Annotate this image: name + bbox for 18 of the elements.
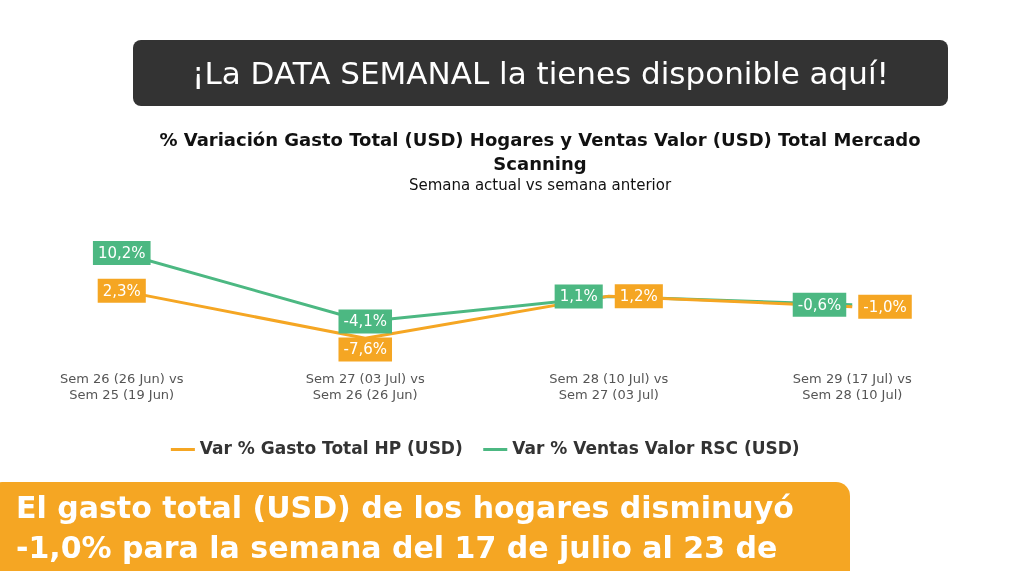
data-label: 1,1%	[559, 287, 598, 306]
data-label: 1,2%	[619, 287, 658, 306]
data-label: -7,6%	[343, 340, 388, 359]
legend-label: Var % Gasto Total HP (USD)	[199, 437, 463, 458]
data-label: -0,6%	[797, 295, 842, 314]
text: El gasto total (USD) de los hogares disminuyó -1,0% para la semana del 17 de julio al 23 de	[0, 482, 850, 571]
x-tick-label: Sem 29 (17 Jul) vs Sem 28 (10 Jul)	[792, 370, 912, 402]
data-label: -4,1%	[343, 312, 388, 331]
data-label: 2,3%	[102, 281, 141, 300]
x-tick-label: Sem 28 (10 Jul) vs Sem 27 (03 Jul)	[549, 370, 669, 402]
text: ¡La DATA SEMANAL la tienes disponible aquí!	[133, 40, 948, 106]
x-tick-label: Sem 26 (26 Jun) vs Sem 25 (19 Jun)	[60, 370, 184, 402]
x-tick-label: Sem 27 (03 Jul) vs Sem 26 (26 Jun)	[305, 370, 425, 402]
chart-subtitle: Semana actual vs semana anterior	[407, 176, 673, 194]
legend-label: Var % Ventas Valor RSC (USD)	[512, 437, 800, 458]
data-label: 10,2%	[97, 243, 146, 262]
data-label: -1,0%	[863, 297, 907, 316]
chart-title: % Variación Gasto Total (USD) Hogares y Ventas Valor (USD) Total Mercado Scanning	[158, 128, 922, 176]
